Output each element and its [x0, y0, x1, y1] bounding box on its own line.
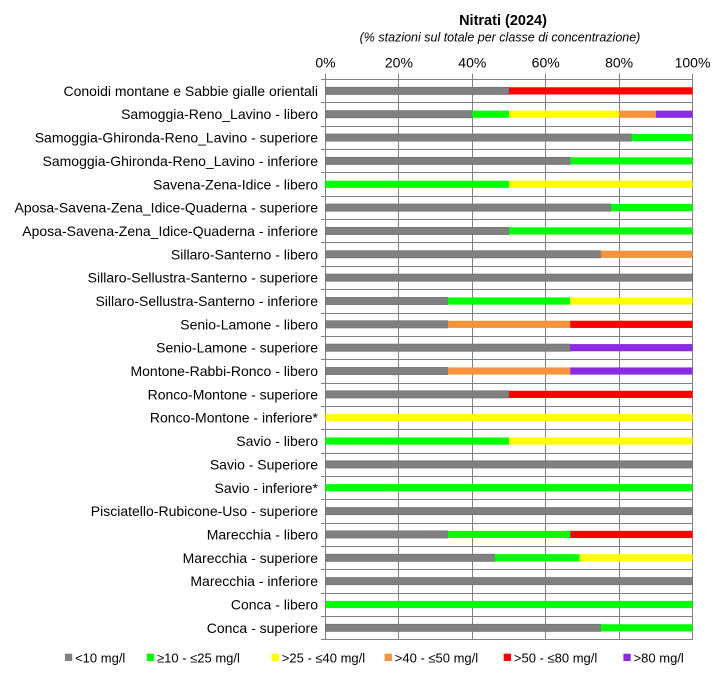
svg-text:>80 mg/l: >80 mg/l — [634, 651, 684, 666]
svg-text:Sillaro-Santerno - libero: Sillaro-Santerno - libero — [171, 246, 318, 262]
svg-text:(% stazioni sul totale per cla: (% stazioni sul totale per classe di con… — [360, 31, 641, 45]
svg-text:Senio-Lamone - libero: Senio-Lamone - libero — [180, 316, 318, 332]
svg-text:Conca - libero: Conca - libero — [231, 596, 318, 612]
svg-text:>40 - ≤50 mg/l: >40 - ≤50 mg/l — [395, 651, 478, 666]
svg-text:Marecchia - superiore: Marecchia - superiore — [183, 550, 319, 566]
svg-text:<10 mg/l: <10 mg/l — [75, 651, 125, 666]
svg-text:Samoggia-Ghironda-Reno_Lavino: Samoggia-Ghironda-Reno_Lavino - superior… — [35, 130, 318, 146]
svg-text:Marecchia - libero: Marecchia - libero — [207, 526, 318, 542]
svg-text:Savio - libero: Savio - libero — [236, 433, 318, 449]
svg-text:Savio - inferiore*: Savio - inferiore* — [215, 480, 319, 496]
svg-text:Ronco-Montone - superiore: Ronco-Montone - superiore — [148, 386, 319, 402]
svg-text:Savena-Zena-Idice - libero: Savena-Zena-Idice - libero — [153, 176, 318, 192]
svg-text:Senio-Lamone - superiore: Senio-Lamone - superiore — [156, 340, 318, 356]
svg-text:>25 - ≤40 mg/l: >25 - ≤40 mg/l — [282, 651, 365, 666]
svg-text:Ronco-Montone - inferiore*: Ronco-Montone - inferiore* — [150, 410, 319, 426]
svg-text:80%: 80% — [605, 54, 633, 70]
svg-text:100%: 100% — [675, 54, 711, 70]
svg-text:Samoggia-Reno_Lavino - libero: Samoggia-Reno_Lavino - libero — [121, 106, 318, 122]
svg-text:60%: 60% — [532, 54, 560, 70]
svg-text:>50 - ≤80 mg/l: >50 - ≤80 mg/l — [514, 651, 597, 666]
svg-text:Sillaro-Sellustra-Santerno - s: Sillaro-Sellustra-Santerno - superiore — [88, 270, 319, 286]
svg-text:Montone-Rabbi-Ronco - libero: Montone-Rabbi-Ronco - libero — [130, 363, 318, 379]
svg-text:40%: 40% — [458, 54, 486, 70]
svg-text:Sillaro-Sellustra-Santerno - i: Sillaro-Sellustra-Santerno - inferiore — [95, 293, 318, 309]
svg-text:Conoidi montane e Sabbie giall: Conoidi montane e Sabbie gialle oriental… — [63, 83, 318, 99]
svg-text:Marecchia - inferiore: Marecchia - inferiore — [190, 573, 318, 589]
svg-text:Savio - Superiore: Savio - Superiore — [210, 456, 318, 472]
svg-text:Aposa-Savena-Zena_Idice-Quader: Aposa-Savena-Zena_Idice-Quaderna - infer… — [22, 223, 318, 239]
svg-text:Conca - superiore: Conca - superiore — [207, 620, 318, 636]
svg-text:Nitrati (2024): Nitrati (2024) — [459, 13, 547, 29]
svg-text:Samoggia-Ghironda-Reno_Lavino: Samoggia-Ghironda-Reno_Lavino - inferior… — [43, 153, 319, 169]
svg-text:Pisciatello-Rubicone-Uso - sup: Pisciatello-Rubicone-Uso - superiore — [91, 503, 318, 519]
svg-text:Aposa-Savena-Zena_Idice-Quader: Aposa-Savena-Zena_Idice-Quaderna - super… — [14, 200, 318, 216]
svg-text:0%: 0% — [315, 54, 335, 70]
svg-text:≥10 - ≤25 mg/l: ≥10 - ≤25 mg/l — [157, 651, 240, 666]
svg-text:20%: 20% — [385, 54, 413, 70]
